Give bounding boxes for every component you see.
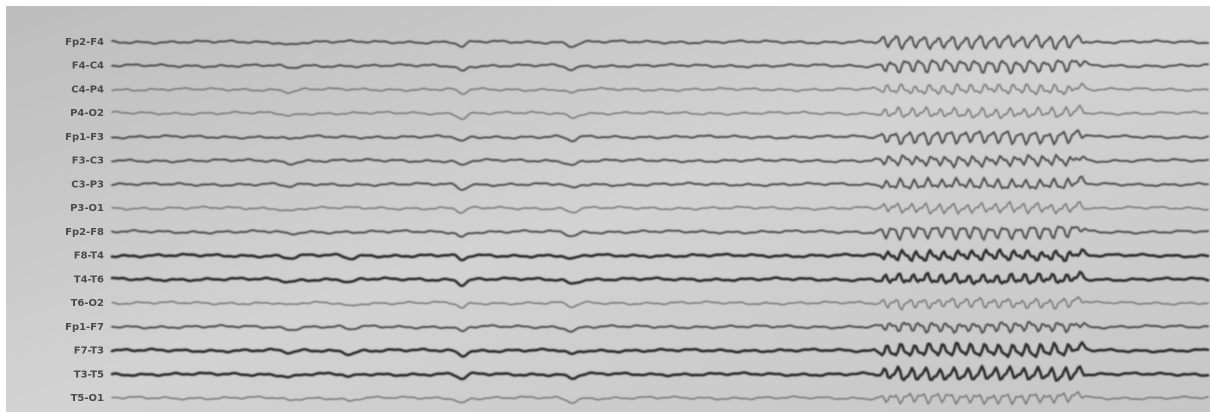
label-group: Fp2-F4 F4-C4 C4-P4 P4-O2 Fp1-F3 F3-C3 C3-P3 P3-… — [65, 37, 104, 404]
channel-label: T3-T5 — [74, 369, 104, 380]
channel-label: Fp2-F4 — [65, 37, 104, 48]
eeg-trace — [110, 270, 1210, 288]
eeg-trace — [110, 341, 1210, 359]
eeg-trace — [111, 104, 1209, 120]
eeg-trace — [111, 153, 1209, 169]
trace-group — [110, 34, 1210, 406]
channel-label: Fp1-F3 — [65, 132, 104, 143]
eeg-trace — [110, 248, 1210, 263]
channel-label: P3-O1 — [70, 203, 104, 214]
channel-label: C3-P3 — [71, 179, 104, 190]
eeg-trace — [111, 129, 1209, 146]
channel-label: P4-O2 — [70, 108, 104, 119]
eeg-trace — [111, 225, 1209, 241]
channel-label: C4-P4 — [71, 84, 104, 95]
channel-label: F4-C4 — [72, 61, 104, 72]
channel-label: T5-O1 — [71, 393, 104, 404]
channel-label: Fp2-F8 — [65, 227, 104, 238]
eeg-trace — [111, 59, 1209, 75]
channel-label: F8-T4 — [74, 251, 104, 262]
eeg-trace — [111, 296, 1209, 311]
eeg-trace — [111, 34, 1209, 51]
eeg-trace — [111, 201, 1209, 215]
channel-label: F3-C3 — [72, 156, 104, 167]
eeg-trace — [111, 391, 1209, 406]
eeg-trace — [111, 321, 1209, 334]
eeg-trace — [111, 175, 1209, 191]
channel-label: Fp1-F7 — [65, 322, 104, 333]
eeg-trace — [111, 82, 1209, 96]
eeg-trace — [110, 364, 1210, 382]
channel-label: T4-T6 — [74, 274, 104, 285]
channel-label: T6-O2 — [71, 298, 104, 309]
channel-label: F7-T3 — [74, 346, 104, 357]
